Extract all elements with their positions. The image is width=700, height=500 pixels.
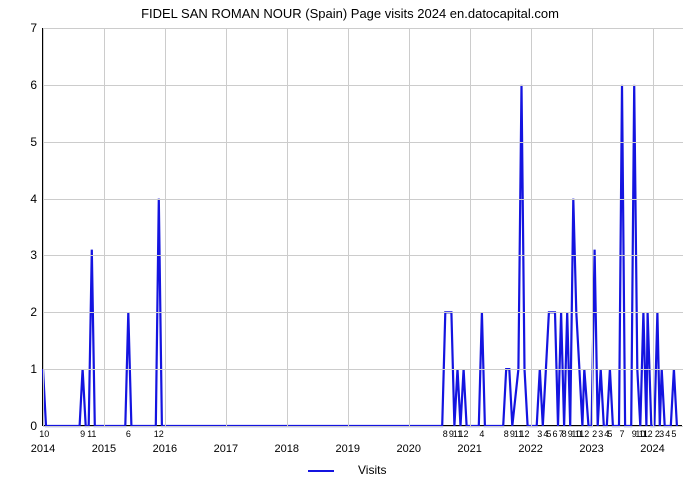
xtick-year: 2021: [457, 443, 481, 455]
gridline-v: [104, 28, 105, 426]
xtick-minor: 9: [80, 429, 85, 439]
xtick-minor: 5: [607, 429, 612, 439]
xtick-year: 2015: [92, 443, 116, 455]
xtick-minor: 2: [592, 429, 597, 439]
xtick-year: 2023: [579, 443, 603, 455]
gridline-h: [43, 85, 683, 86]
ytick-label: 6: [30, 78, 43, 92]
xtick-minor: 12: [459, 429, 469, 439]
xtick-minor: 4: [479, 429, 484, 439]
gridline-h: [43, 312, 683, 313]
x-axis-label: Visits: [358, 463, 386, 477]
gridline-h: [43, 369, 683, 370]
plot-area: 0123456720142015201620172018201920202021…: [42, 28, 682, 426]
xtick-minor: 11: [87, 429, 96, 439]
xtick-minor: 8: [562, 429, 567, 439]
xtick-minor: 8: [504, 429, 509, 439]
xtick-year: 2014: [31, 443, 55, 455]
xtick-minor: 8: [443, 429, 448, 439]
xtick-minor: 3: [537, 429, 542, 439]
xtick-year: 2017: [214, 443, 238, 455]
xtick-year: 2016: [153, 443, 177, 455]
ytick-label: 2: [30, 305, 43, 319]
xtick-year: 2019: [336, 443, 360, 455]
ytick-label: 1: [30, 362, 43, 376]
gridline-h: [43, 199, 683, 200]
xtick-minor: 12: [520, 429, 530, 439]
ytick-label: 5: [30, 135, 43, 149]
gridline-v: [531, 28, 532, 426]
gridline-h: [43, 142, 683, 143]
gridline-v: [470, 28, 471, 426]
xtick-minor: 4: [665, 429, 670, 439]
gridline-h: [43, 28, 683, 29]
gridline-v: [409, 28, 410, 426]
legend-marker: [308, 470, 334, 472]
xtick-minor: 6: [552, 429, 557, 439]
xtick-minor: 3: [598, 429, 603, 439]
gridline-v: [653, 28, 654, 426]
xtick-year: 2018: [275, 443, 299, 455]
xtick-minor: 12: [643, 429, 653, 439]
chart-container: FIDEL SAN ROMAN NOUR (Spain) Page visits…: [0, 0, 700, 500]
gridline-v: [348, 28, 349, 426]
gridline-v: [43, 28, 44, 426]
xtick-minor: 10: [39, 429, 49, 439]
gridline-v: [226, 28, 227, 426]
xtick-minor: 7: [620, 429, 625, 439]
gridline-v: [165, 28, 166, 426]
ytick-label: 3: [30, 248, 43, 262]
xtick-minor: 6: [126, 429, 131, 439]
gridline-h: [43, 255, 683, 256]
gridline-h: [43, 426, 683, 427]
xtick-year: 2020: [396, 443, 420, 455]
ytick-label: 7: [30, 21, 43, 35]
chart-title: FIDEL SAN ROMAN NOUR (Spain) Page visits…: [0, 6, 700, 21]
line-svg: [43, 28, 682, 425]
xtick-minor: 12: [154, 429, 164, 439]
xtick-year: 2022: [518, 443, 542, 455]
xtick-minor: 5: [546, 429, 551, 439]
xtick-minor: 3: [659, 429, 664, 439]
gridline-v: [592, 28, 593, 426]
xtick-year: 2024: [640, 443, 664, 455]
xtick-minor: 12: [579, 429, 589, 439]
gridline-v: [287, 28, 288, 426]
ytick-label: 4: [30, 192, 43, 206]
xtick-minor: 5: [671, 429, 676, 439]
